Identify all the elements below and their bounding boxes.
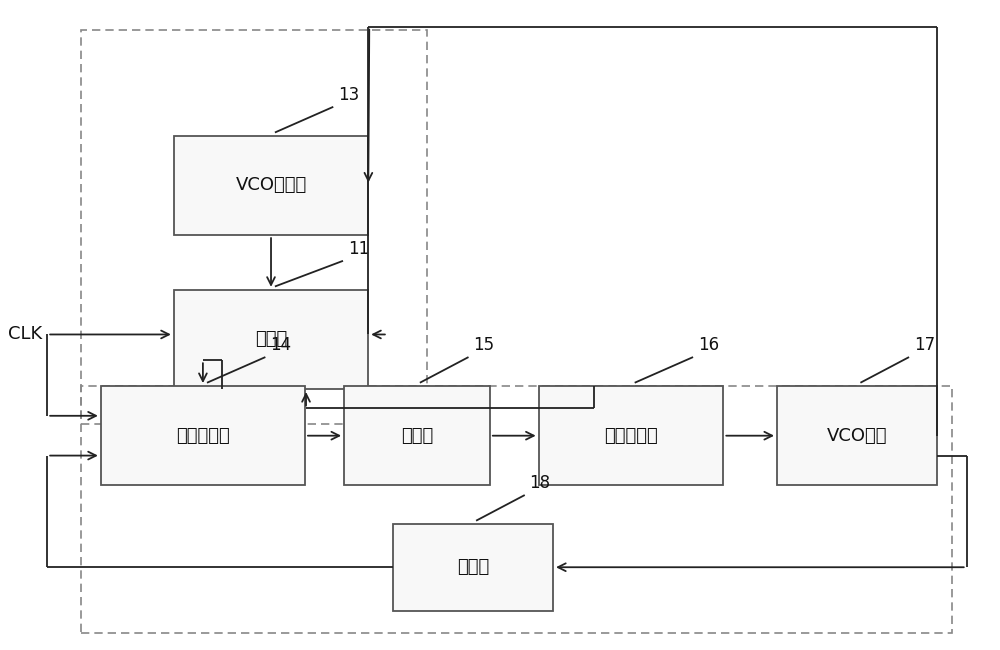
Text: 环路滤波器: 环路滤波器	[604, 426, 658, 445]
Text: 鉴频鉴相器: 鉴频鉴相器	[176, 426, 230, 445]
Text: 控制器: 控制器	[255, 330, 287, 348]
Bar	[344, 386, 490, 486]
Text: 14: 14	[270, 336, 291, 354]
Text: 电荷泵: 电荷泵	[401, 426, 433, 445]
Bar	[174, 136, 368, 235]
Text: VCO单元: VCO单元	[827, 426, 887, 445]
Bar	[174, 290, 368, 389]
Bar	[81, 386, 952, 633]
Bar	[393, 524, 553, 610]
Text: 分频器: 分频器	[457, 558, 489, 577]
Text: 13: 13	[338, 86, 359, 103]
Text: 15: 15	[473, 336, 495, 354]
Bar	[101, 386, 305, 486]
Text: 18: 18	[530, 474, 551, 492]
Text: 17: 17	[914, 336, 935, 354]
Text: VCO频率计: VCO频率计	[235, 176, 307, 194]
Text: 16: 16	[698, 336, 719, 354]
Bar	[81, 30, 427, 424]
Text: CLK: CLK	[8, 326, 42, 343]
Bar	[777, 386, 937, 486]
Bar	[539, 386, 723, 486]
Text: 11: 11	[348, 240, 369, 257]
